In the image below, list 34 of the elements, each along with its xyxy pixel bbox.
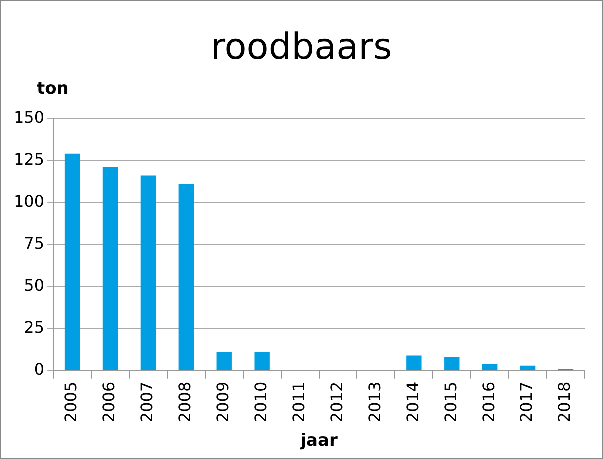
bar — [520, 366, 536, 370]
bar — [406, 356, 422, 370]
x-tick-label: 2018 — [555, 382, 574, 423]
x-tick-label: 2016 — [479, 382, 498, 423]
bar — [64, 154, 80, 370]
y-tick-label: 75 — [24, 234, 45, 253]
x-tick-label: 2012 — [327, 382, 346, 423]
bar — [140, 176, 156, 370]
x-axis-title: jaar — [300, 431, 338, 452]
x-tick-label: 2006 — [100, 382, 119, 423]
y-axis-title: ton — [37, 79, 69, 99]
bar — [216, 352, 232, 370]
bar — [444, 357, 460, 370]
bar — [254, 352, 270, 370]
y-tick-label: 0 — [34, 360, 45, 380]
x-tick-label: 2010 — [251, 382, 270, 423]
bar — [482, 364, 498, 370]
y-tick-label: 150 — [14, 108, 45, 127]
x-tick-label: 2017 — [517, 382, 536, 423]
bar — [102, 167, 118, 370]
x-tick-label: 2015 — [441, 382, 460, 423]
x-tick-label: 2013 — [365, 382, 384, 423]
x-tick-label: 2005 — [62, 382, 81, 423]
y-tick-label: 125 — [14, 150, 45, 169]
chart-title: roodbaars — [210, 27, 394, 68]
y-tick-label: 100 — [14, 192, 45, 211]
x-tick-label: 2008 — [176, 382, 195, 423]
y-tick-label: 25 — [24, 318, 45, 337]
x-tick-label: 2011 — [289, 382, 308, 423]
y-tick-label: 50 — [24, 276, 45, 295]
x-tick-label: 2009 — [214, 382, 233, 423]
x-tick-label: 2014 — [403, 382, 422, 423]
bar — [178, 184, 194, 370]
x-tick-label: 2007 — [138, 382, 157, 423]
